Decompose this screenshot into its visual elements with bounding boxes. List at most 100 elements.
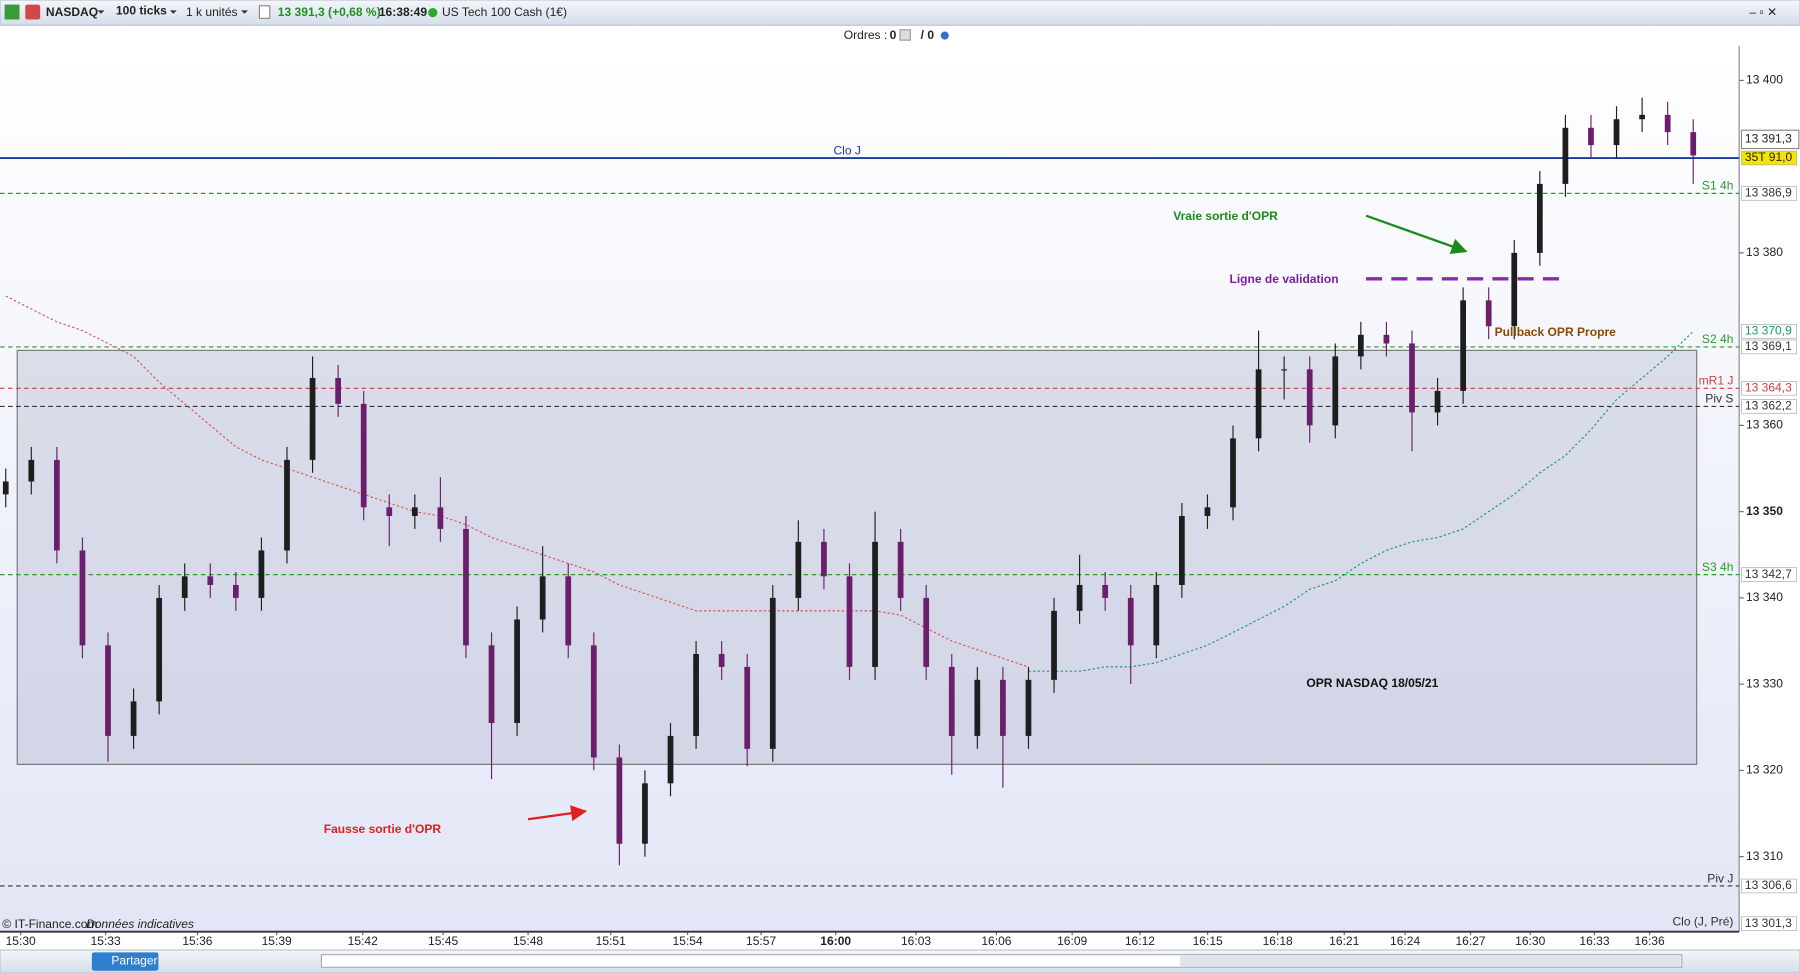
annotation: Vraie sortie d'OPR <box>1173 209 1278 223</box>
candle-body <box>1434 390 1441 413</box>
y-tick-label: 13 350 <box>1746 504 1783 518</box>
candle-body <box>411 507 418 516</box>
candle-body <box>156 597 163 702</box>
x-tick-label: 16:36 <box>1635 934 1665 948</box>
candle-body <box>846 576 853 667</box>
dropdown[interactable] <box>241 10 248 14</box>
icon[interactable] <box>4 4 20 20</box>
candle-body <box>974 679 981 736</box>
x-tick-label: 15:39 <box>262 934 292 948</box>
candle-body <box>1690 132 1697 156</box>
orders-total: / 0 <box>921 28 935 42</box>
annotation: Ligne de validation <box>1229 272 1338 286</box>
candle-body <box>28 459 35 482</box>
opr-range <box>16 349 1698 765</box>
candle-body <box>948 666 955 736</box>
y-tick-label: 13 360 <box>1746 418 1783 432</box>
candle-body <box>207 576 214 585</box>
candle-body <box>1664 114 1671 133</box>
candle-body <box>437 507 444 529</box>
level-value-box <box>1741 567 1797 582</box>
level-name: Piv J <box>1707 871 1733 885</box>
candle-body <box>769 597 776 749</box>
candle-body <box>488 645 495 723</box>
share-button[interactable] <box>91 952 159 971</box>
time: 16:38:49 <box>379 5 428 19</box>
y-tick-label: 13 320 <box>1746 763 1783 777</box>
scroll-thumb[interactable] <box>1180 955 1681 967</box>
candle-body <box>181 576 188 598</box>
candle-body <box>1076 584 1083 611</box>
level-value-label: 13 306,6 <box>1745 878 1792 892</box>
y-tick-label: 13 330 <box>1746 676 1783 690</box>
candle-body <box>821 541 827 577</box>
x-tick-label: 15:33 <box>91 934 121 948</box>
candle-body <box>1306 369 1313 426</box>
axis-background <box>1739 45 1800 932</box>
window-controls[interactable]: – ▫ ✕ <box>1749 5 1777 19</box>
level-value-label: 13 342,7 <box>1745 567 1792 581</box>
copyright: © IT-Finance.com <box>2 917 97 931</box>
share-label[interactable]: Partager <box>111 954 157 968</box>
candle-body <box>1127 597 1134 646</box>
x-tick-label: 16:27 <box>1455 934 1485 948</box>
annotation: Pullback OPR Propre <box>1495 325 1617 339</box>
candle-body <box>667 735 674 784</box>
x-tick-label: 15:48 <box>513 934 543 948</box>
candle-body <box>1332 356 1339 426</box>
candle-body <box>923 597 930 667</box>
candle-body <box>335 377 341 404</box>
candle-body <box>1204 507 1211 516</box>
level-name: S2 4h <box>1702 332 1733 346</box>
level-value-box <box>1741 150 1797 166</box>
x-tick-label: 16:24 <box>1390 934 1420 948</box>
symbol[interactable]: NASDAQ <box>46 5 98 19</box>
candle-body <box>590 645 597 758</box>
candle-body <box>463 528 469 646</box>
ma-value-box <box>1741 324 1797 339</box>
candle-body <box>232 584 239 598</box>
level-value-label: 13 364,3 <box>1745 381 1792 395</box>
x-tick-label: 16:03 <box>901 934 931 948</box>
candle-body <box>1153 584 1160 646</box>
annotation: Fausse sortie d'OPR <box>324 822 442 836</box>
level-name: mR1 J <box>1699 374 1734 388</box>
icon[interactable] <box>258 5 271 19</box>
candle-body <box>897 541 904 598</box>
x-tick-label: 16:18 <box>1263 934 1293 948</box>
annotation-arrow <box>527 805 588 822</box>
orders-label: Ordres : <box>844 28 888 42</box>
candle-body <box>2 481 9 495</box>
x-tick-label: 16:06 <box>981 934 1011 948</box>
candle-body <box>1536 183 1543 253</box>
icon[interactable] <box>940 31 949 40</box>
candle-body <box>284 459 290 551</box>
candle-body <box>642 783 648 844</box>
level-value-box <box>1741 399 1797 414</box>
candle-body <box>1000 679 1006 736</box>
dropdown[interactable] <box>169 10 177 14</box>
candle-body <box>1511 252 1518 327</box>
ma-value-label: 13 370,9 <box>1745 324 1792 338</box>
x-tick-label: 16:00 <box>820 934 851 948</box>
instrument: US Tech 100 Cash (1€) <box>442 5 567 19</box>
moving-average <box>1028 330 1694 672</box>
icon[interactable] <box>899 29 911 41</box>
level-value-box <box>1741 381 1797 396</box>
x-tick-label: 15:57 <box>746 934 776 948</box>
icon[interactable] <box>25 4 41 20</box>
candle-body <box>258 550 265 598</box>
level-value-box <box>1741 878 1797 894</box>
candle-body <box>130 701 137 736</box>
orders: 0 <box>890 28 897 42</box>
candle-body <box>1025 679 1032 736</box>
dropdown[interactable] <box>97 10 105 14</box>
level-value-label: 13 362,2 <box>1745 399 1792 413</box>
x-tick-label: 15:30 <box>6 934 36 948</box>
units[interactable]: 1 k unités <box>186 5 238 19</box>
interval[interactable]: 100 ticks <box>116 4 167 18</box>
level-value-box <box>1741 186 1797 201</box>
toolbar <box>0 0 1800 26</box>
